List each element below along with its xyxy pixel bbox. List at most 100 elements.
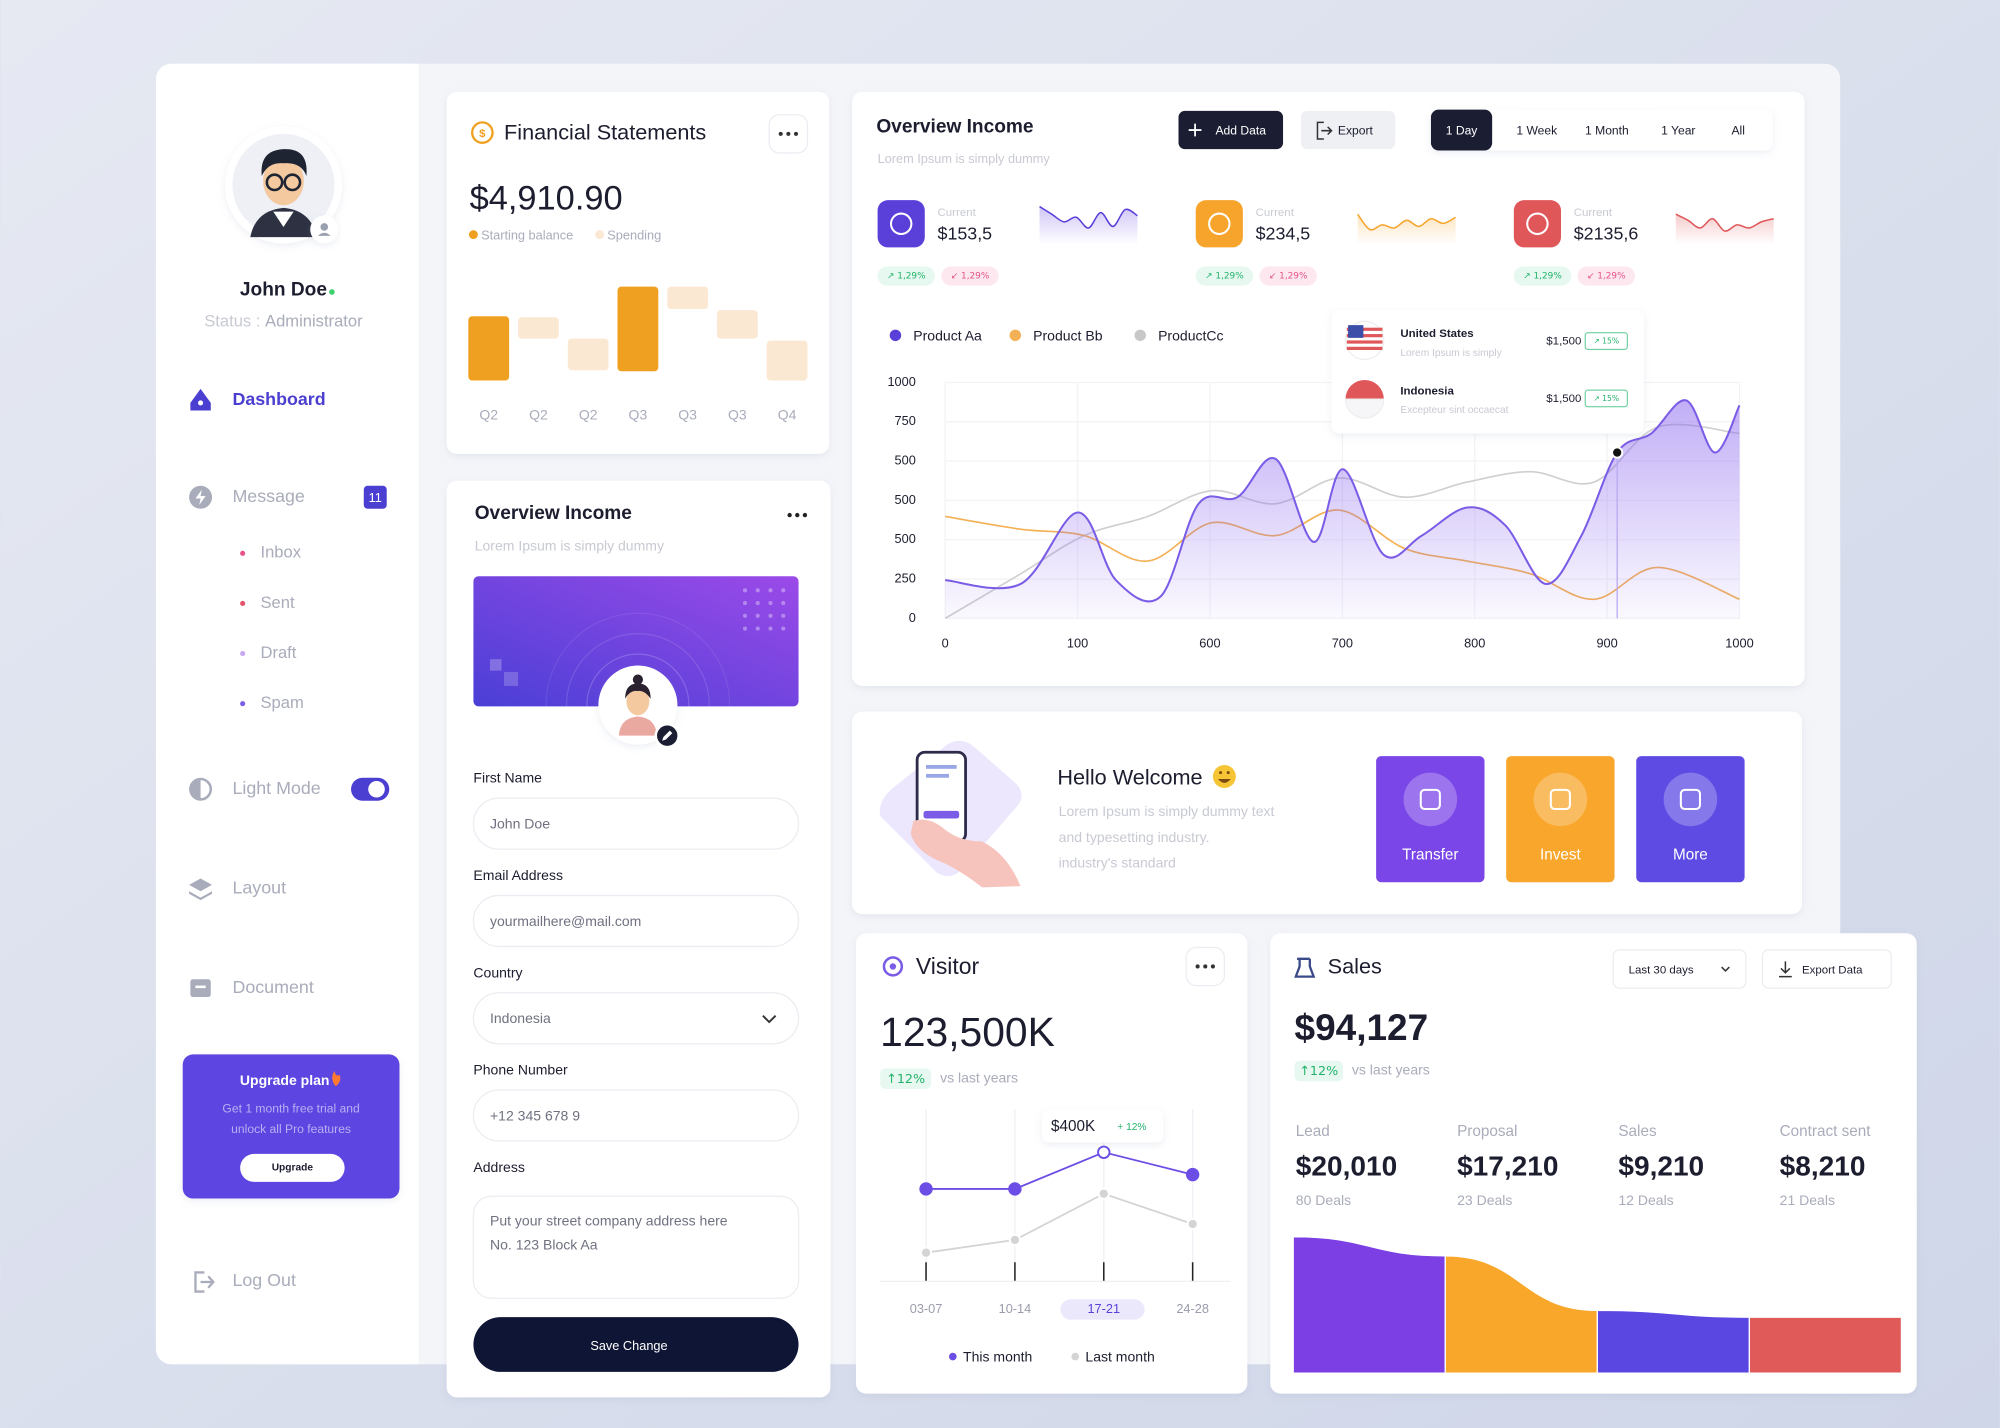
message-item[interactable]: Inbox [240, 543, 302, 562]
menu-dot[interactable] [787, 512, 792, 518]
hand [910, 819, 1021, 888]
nav-message[interactable]: Message 11 [189, 485, 387, 509]
add-data-button[interactable] [1178, 110, 1284, 150]
nav-icon [195, 489, 206, 505]
stats: Current $153,5 ↗ 1,29% ↙ 1,29% Current $234,5… [877, 200, 1774, 286]
metric-label: Lead [1296, 1123, 1330, 1140]
tab[interactable]: All [1731, 124, 1744, 138]
item-dot [240, 651, 246, 657]
tab[interactable]: 1 Day [1446, 124, 1479, 138]
banner-dots [742, 588, 786, 631]
phone-line [926, 765, 957, 769]
menu-dot[interactable] [802, 512, 808, 518]
stat: Current $153,5 ↗ 1,29% ↙ 1,29% [877, 200, 1138, 286]
stat-icon [1513, 200, 1561, 248]
stat: Current $234,5 ↗ 1,29% ↙ 1,29% [1195, 200, 1456, 286]
sparkline-area [1675, 214, 1774, 245]
nav-logout[interactable]: Log Out [194, 1270, 296, 1293]
card-subtitle: Lorem Ipsum is simply dummy [878, 151, 1051, 166]
funnel-segment [1596, 1309, 1751, 1374]
card-icon [471, 121, 494, 144]
y-tick-label: 500 [895, 452, 916, 467]
nav-layout[interactable]: Layout [189, 877, 286, 901]
emoji-eye [1219, 771, 1223, 775]
action-tile[interactable]: Invest [1506, 756, 1615, 883]
nav-document[interactable]: Document [190, 977, 314, 998]
point [1186, 1217, 1199, 1231]
tab[interactable]: 1 Month [1585, 124, 1629, 138]
tab-bar [1430, 109, 1773, 151]
tile-label: More [1673, 847, 1708, 864]
banner-square [490, 659, 502, 671]
dot [755, 601, 760, 606]
action-tile[interactable]: More [1636, 756, 1745, 883]
metric-value: $9,210 [1618, 1150, 1704, 1181]
overview-card: Overview Income Lorem Ipsum is simply du… [852, 91, 1805, 686]
funnel-segment [1748, 1316, 1903, 1374]
highlight-point [1611, 446, 1624, 459]
menu-dot[interactable] [795, 512, 800, 518]
nav-dashboard[interactable]: Dashboard [190, 388, 326, 411]
period-label: Last 30 days [1629, 964, 1694, 976]
tooltip-country: Indonesia [1400, 385, 1454, 397]
field-label: Address [473, 1159, 524, 1175]
quick-actions: Transfer Invest More [1376, 756, 1745, 883]
menu-dot [786, 131, 791, 136]
item-label: Inbox [261, 543, 302, 562]
avatar-bun [632, 674, 643, 685]
flag-red [1345, 379, 1384, 400]
active-category [1060, 1299, 1145, 1320]
flag-us [1344, 320, 1385, 361]
message-item[interactable]: Spam [240, 693, 304, 712]
menu-dot [793, 131, 799, 136]
save-button[interactable] [473, 1317, 799, 1372]
change-value: ↑12% [1299, 1064, 1338, 1079]
x-tick-label: 10-14 [999, 1301, 1032, 1316]
input[interactable] [472, 797, 800, 850]
message-item[interactable]: Draft [240, 643, 297, 662]
y-tick-label: 750 [895, 413, 916, 428]
tooltip-rows: United States Lorem Ipsum is simply $1,500… [1400, 328, 1628, 416]
tab-active [1430, 109, 1493, 151]
tab[interactable]: 1 Year [1661, 124, 1695, 138]
legend-label: ProductCc [1158, 327, 1223, 343]
export-data-button[interactable] [1761, 949, 1892, 989]
input[interactable] [472, 894, 800, 948]
input[interactable] [472, 992, 800, 1045]
line-chart: 03-07 10-14 17-21 24-28 Last month This month [880, 1109, 1231, 1365]
action-tile[interactable]: Transfer [1376, 756, 1485, 883]
x-tick-label: 100 [1067, 635, 1088, 650]
form-fields: First Name John Doe Email Address yourmailh… [472, 770, 800, 1299]
tab[interactable]: 1 Week [1516, 124, 1558, 138]
stat-icon-glyph [1526, 212, 1549, 235]
avatar-glasses [265, 173, 284, 192]
tile-icon [1679, 788, 1701, 811]
nav-light-mode[interactable]: Light Mode [189, 777, 390, 801]
legend-swatch [949, 1352, 957, 1361]
toggle-knob [368, 780, 385, 798]
export-button[interactable] [1300, 110, 1396, 150]
input[interactable] [472, 1195, 800, 1299]
nav-label: Layout [232, 877, 286, 897]
upgrade-text: unlock all Pro features [231, 1122, 351, 1136]
input[interactable] [472, 1089, 800, 1142]
funnel-segment [1292, 1236, 1446, 1374]
upgrade-button[interactable] [240, 1153, 345, 1182]
point [1008, 1182, 1022, 1196]
avatar-face [263, 156, 304, 206]
change-badge [1294, 1060, 1343, 1082]
card-icon [1294, 957, 1316, 978]
visitor-total: 123,500K [880, 1009, 1055, 1055]
user-name: John Doe [240, 280, 327, 301]
tooltip-country: United States [1400, 328, 1473, 340]
message-item[interactable]: Sent [240, 593, 295, 612]
period-dropdown[interactable] [1612, 949, 1747, 989]
x-tick-label: Q4 [778, 406, 797, 422]
badge-down [1259, 266, 1317, 286]
stat-icon-glyph [889, 212, 913, 235]
nav-icon [190, 779, 201, 800]
metric-value: $17,210 [1457, 1150, 1558, 1181]
